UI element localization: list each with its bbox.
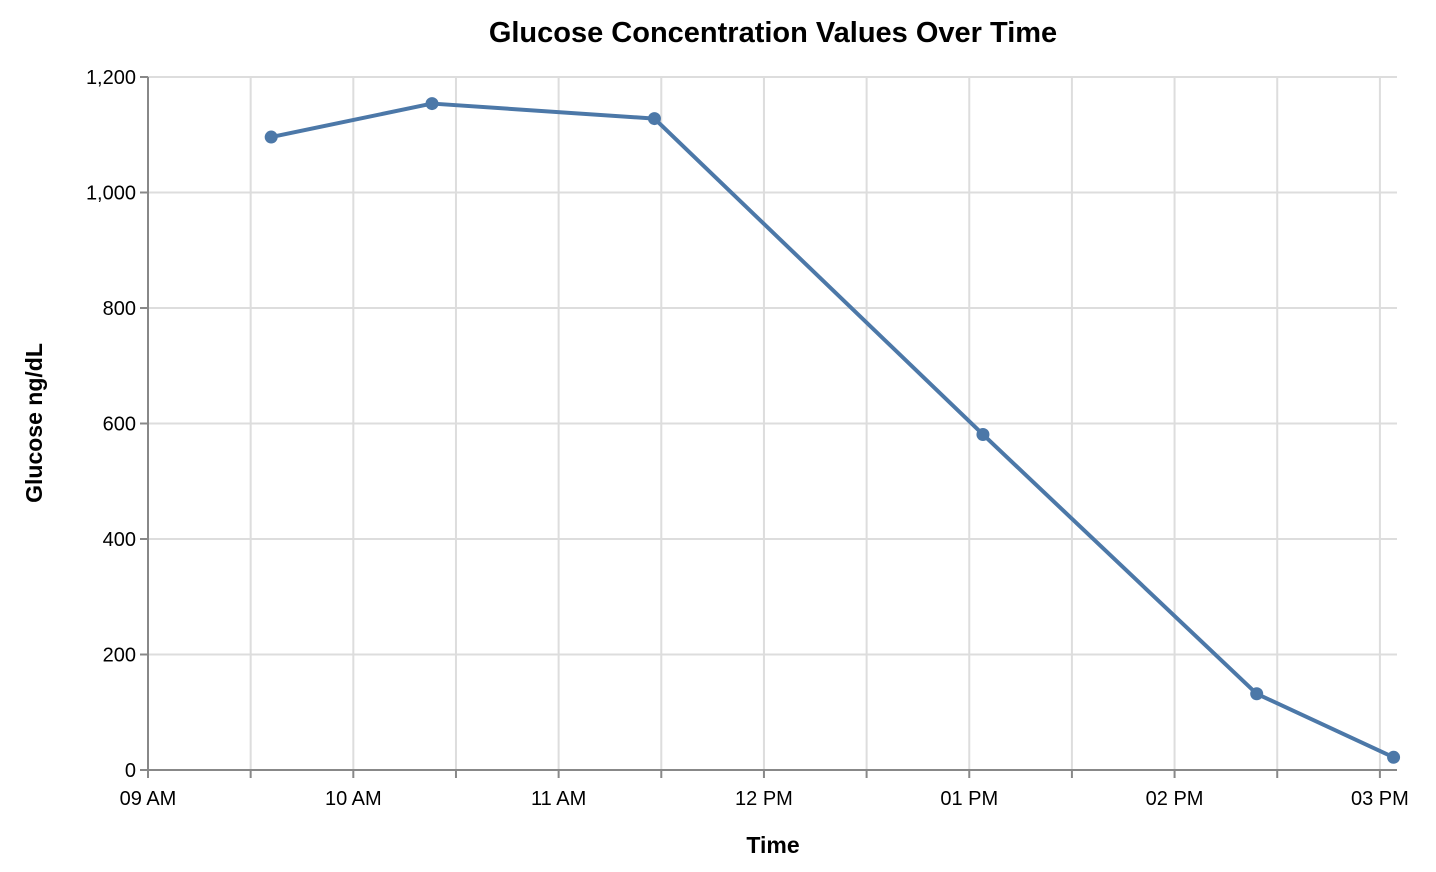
y-tick-label: 0 — [125, 760, 136, 782]
grid-lines — [147, 76, 1397, 771]
x-tick-label: 01 PM — [940, 788, 998, 810]
y-tick-label: 1,000 — [86, 183, 136, 205]
y-tick-label: 800 — [103, 298, 136, 320]
series-line — [269, 101, 1396, 760]
data-point[interactable] — [647, 112, 661, 126]
y-axis-title: Glucose ng/dL — [21, 343, 47, 503]
y-tick-label: 200 — [103, 645, 136, 667]
y-tick-label: 1,200 — [86, 67, 136, 89]
axes: 0 200 400 600 800 1,000 1,200 09 AM 10 AM 11 AM 12… — [86, 67, 1409, 810]
x-tick-label: 09 AM — [120, 788, 177, 810]
x-tick-label: 12 PM — [735, 788, 793, 810]
x-tick-label: 03 PM — [1351, 788, 1409, 810]
data-point[interactable] — [1250, 687, 1264, 701]
data-point[interactable] — [264, 130, 278, 144]
data-point[interactable] — [976, 427, 990, 441]
x-axis-title: Time — [746, 832, 799, 858]
data-point[interactable] — [1387, 750, 1401, 764]
y-tick-label: 600 — [103, 414, 136, 436]
x-tick-label: 02 PM — [1146, 788, 1204, 810]
x-tick-label: 10 AM — [325, 788, 382, 810]
y-tick-label: 400 — [103, 529, 136, 551]
data-marks — [264, 97, 1401, 764]
x-tick-label: 11 AM — [531, 788, 586, 810]
chart-title: Glucose Concentration Values Over Time — [489, 17, 1057, 49]
data-point[interactable] — [425, 97, 439, 111]
